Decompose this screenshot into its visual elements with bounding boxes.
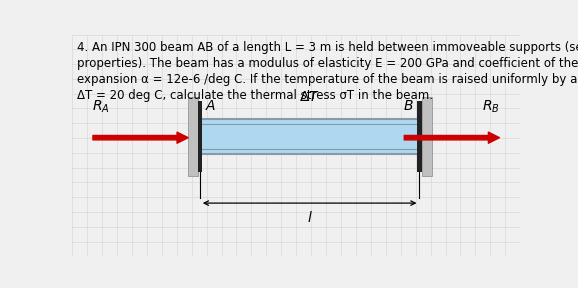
- Text: $\Delta T$: $\Delta T$: [299, 90, 320, 104]
- Bar: [198, 101, 202, 172]
- Bar: [417, 101, 422, 172]
- Text: $l$: $l$: [307, 210, 313, 225]
- Bar: [188, 97, 198, 177]
- Bar: [200, 119, 420, 154]
- Text: expansion α = 12e-6 /deg C. If the temperature of the beam is raised uniformly b: expansion α = 12e-6 /deg C. If the tempe…: [77, 73, 578, 86]
- Text: 4. An IPN 300 beam AB of a length L = 3 m is held between immoveable supports (s: 4. An IPN 300 beam AB of a length L = 3 …: [77, 41, 578, 54]
- Text: $A$: $A$: [205, 98, 217, 113]
- Text: properties). The beam has a modulus of elasticity E = 200 GPa and coefficient of: properties). The beam has a modulus of e…: [77, 57, 578, 70]
- Text: $B$: $B$: [403, 98, 414, 113]
- Bar: [422, 97, 432, 177]
- Text: $R_A$: $R_A$: [92, 98, 110, 115]
- Text: $R_B$: $R_B$: [482, 98, 500, 115]
- Text: ΔT = 20 deg C, calculate the thermal stress σT in the beam.: ΔT = 20 deg C, calculate the thermal str…: [77, 89, 433, 102]
